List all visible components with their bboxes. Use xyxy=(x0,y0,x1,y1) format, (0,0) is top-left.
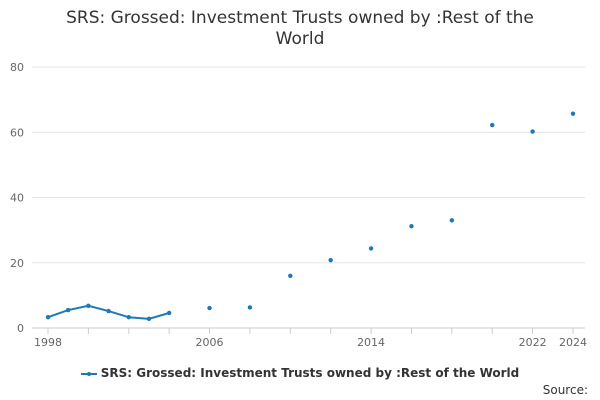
data-point[interactable] xyxy=(106,308,111,314)
chart-title: SRS: Grossed: Investment Trusts owned by… xyxy=(0,8,600,50)
chart-title-line-1: SRS: Grossed: Investment Trusts owned by… xyxy=(66,8,534,28)
data-point[interactable] xyxy=(86,303,91,309)
x-tick-label: 2006 xyxy=(196,336,224,349)
x-tick-label: 2024 xyxy=(559,336,587,349)
data-point[interactable] xyxy=(166,310,172,316)
data-point[interactable] xyxy=(65,307,71,313)
y-tick-label: 80 xyxy=(10,61,24,74)
data-point[interactable] xyxy=(409,224,414,229)
x-tick-label: 2022 xyxy=(519,336,547,349)
data-point[interactable] xyxy=(328,257,333,263)
legend-label: SRS: Grossed: Investment Trusts owned by… xyxy=(100,366,520,380)
x-tick-label: 2014 xyxy=(357,336,385,349)
data-point[interactable] xyxy=(207,305,212,311)
y-axis: 0 20 40 60 80 xyxy=(10,61,24,335)
series-group xyxy=(45,111,576,322)
data-point[interactable] xyxy=(570,111,576,116)
y-tick-label: 40 xyxy=(10,192,24,205)
y-tick-label: 20 xyxy=(10,257,24,270)
y-tick-label: 0 xyxy=(17,322,24,335)
y-tick-label: 60 xyxy=(10,126,24,139)
data-point[interactable] xyxy=(530,129,535,134)
chart-title-line-2: World xyxy=(275,29,325,49)
x-tick-label: 1998 xyxy=(34,336,62,349)
data-point[interactable] xyxy=(247,305,253,310)
data-point[interactable] xyxy=(146,316,152,322)
data-point[interactable] xyxy=(288,273,293,278)
source-label: Source: xyxy=(542,383,588,397)
x-axis xyxy=(32,327,585,334)
data-point[interactable] xyxy=(126,315,131,320)
data-point[interactable] xyxy=(368,246,374,251)
data-point[interactable] xyxy=(45,315,51,320)
x-axis-labels: 1998 2006 2014 2022 2024 xyxy=(34,336,587,349)
legend-swatch-icon xyxy=(80,369,97,379)
data-point[interactable] xyxy=(490,122,495,128)
legend[interactable]: SRS: Grossed: Investment Trusts owned by… xyxy=(0,366,600,380)
gridlines xyxy=(32,66,585,264)
data-point[interactable] xyxy=(449,218,455,223)
